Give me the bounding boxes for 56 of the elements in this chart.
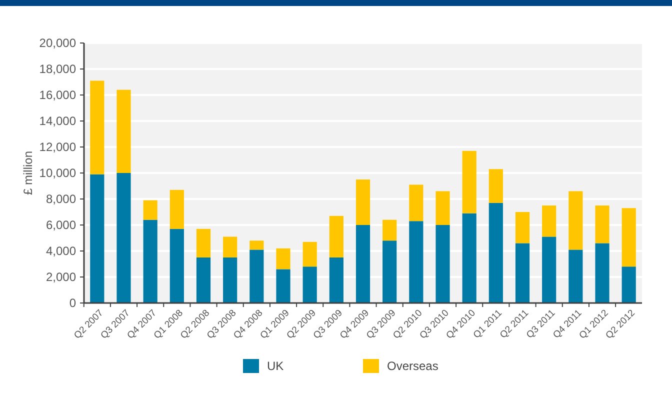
bar <box>382 220 397 241</box>
y-tick-label: 0 <box>69 296 76 310</box>
bar <box>515 243 530 303</box>
bar <box>436 191 450 225</box>
y-tick-label: 14,000 <box>39 114 76 128</box>
bar <box>196 258 211 303</box>
bar <box>223 258 238 303</box>
legend-label: UK <box>267 359 284 374</box>
bar <box>462 150 476 214</box>
bar <box>116 90 131 173</box>
bar <box>436 225 450 303</box>
bar <box>302 266 317 303</box>
bar <box>250 250 264 303</box>
bar <box>223 236 238 258</box>
bar <box>143 220 158 303</box>
bar <box>329 216 344 258</box>
bar <box>542 236 556 303</box>
bar <box>90 174 104 303</box>
bar <box>276 269 290 303</box>
bar <box>568 250 583 303</box>
y-tick-label: 16,000 <box>39 88 76 102</box>
bar <box>409 221 424 303</box>
bar <box>488 202 503 303</box>
bar <box>382 240 397 303</box>
bar <box>170 228 184 303</box>
legend-label: Overseas <box>387 359 438 374</box>
bar <box>622 208 636 267</box>
y-tick-label: 4,000 <box>46 244 76 258</box>
bar <box>568 191 583 250</box>
bar <box>143 200 158 220</box>
y-tick-label: 12,000 <box>39 140 76 154</box>
bar <box>276 248 290 270</box>
bar <box>170 190 184 229</box>
y-tick-label: 10,000 <box>39 166 76 180</box>
bar <box>409 184 424 222</box>
bar <box>90 80 104 174</box>
y-tick-label: 8,000 <box>46 192 76 206</box>
bar <box>302 242 317 267</box>
y-tick-label: 18,000 <box>39 62 76 76</box>
y-tick-label: 2,000 <box>46 270 76 284</box>
bar <box>250 240 264 250</box>
bar <box>595 243 610 303</box>
bar <box>329 258 344 303</box>
bar <box>462 213 476 303</box>
bar <box>542 206 556 237</box>
bar <box>196 228 211 258</box>
y-axis-title: £ million <box>21 150 35 196</box>
y-tick-label: 20,000 <box>39 36 76 50</box>
bar <box>515 212 530 244</box>
bar <box>488 169 503 203</box>
bar <box>356 180 370 225</box>
bar <box>116 173 131 303</box>
bar <box>356 225 370 303</box>
bar <box>622 266 636 303</box>
y-tick-label: 6,000 <box>46 218 76 232</box>
bar <box>595 206 610 244</box>
